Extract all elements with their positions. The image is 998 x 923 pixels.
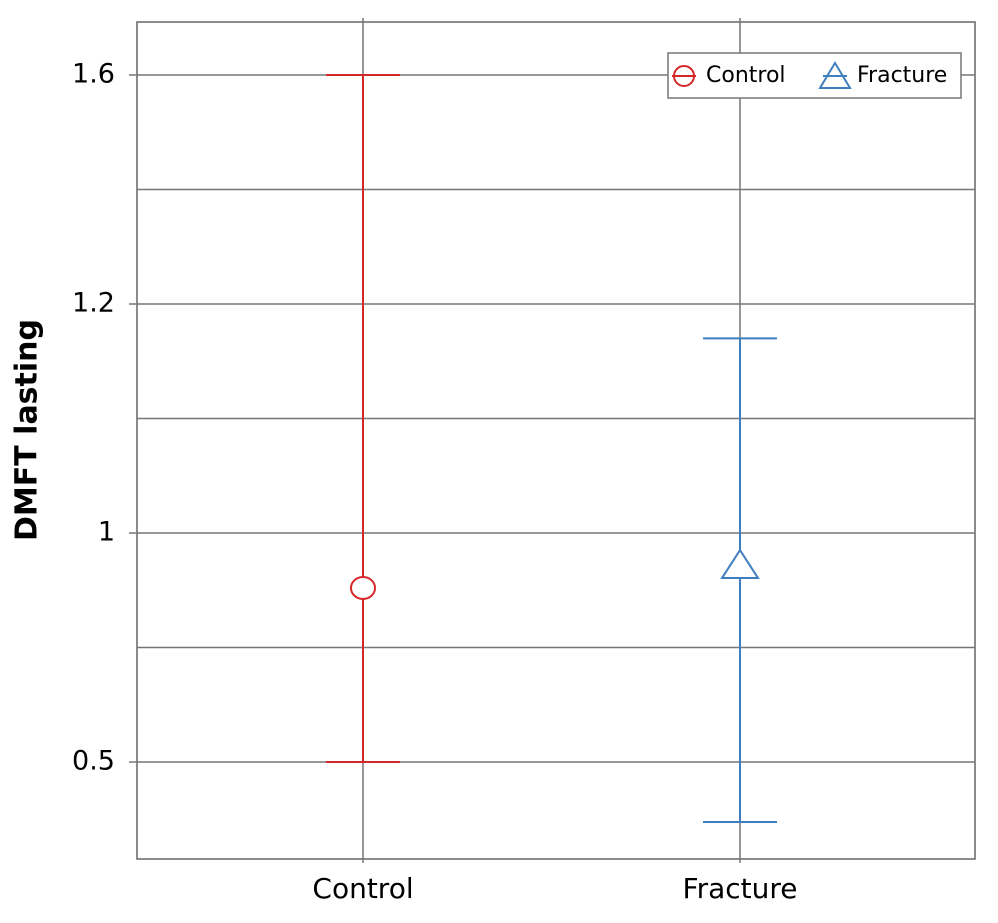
- plot-frame: [136, 21, 976, 860]
- legend-label: Fracture: [857, 63, 947, 88]
- y-axis-label: DMFT lasting: [10, 319, 45, 541]
- legend: Control Fracture: [667, 52, 962, 99]
- legend-box: [667, 52, 962, 99]
- y-tick-label: 1.6: [72, 59, 115, 90]
- y-tick-label: 1.2: [72, 288, 115, 319]
- mean-marker: [350, 575, 376, 600]
- grid: [137, 18, 975, 863]
- x-tick-label: Fracture: [683, 872, 798, 905]
- legend-label: Control: [706, 63, 786, 88]
- legend-marker: [673, 65, 695, 87]
- y-tick-label: 1: [98, 517, 115, 548]
- mean-marker: [720, 548, 760, 580]
- legend-marker: [818, 61, 852, 89]
- x-tick-label: Control: [312, 872, 413, 905]
- y-tick-label: 0.5: [72, 746, 115, 777]
